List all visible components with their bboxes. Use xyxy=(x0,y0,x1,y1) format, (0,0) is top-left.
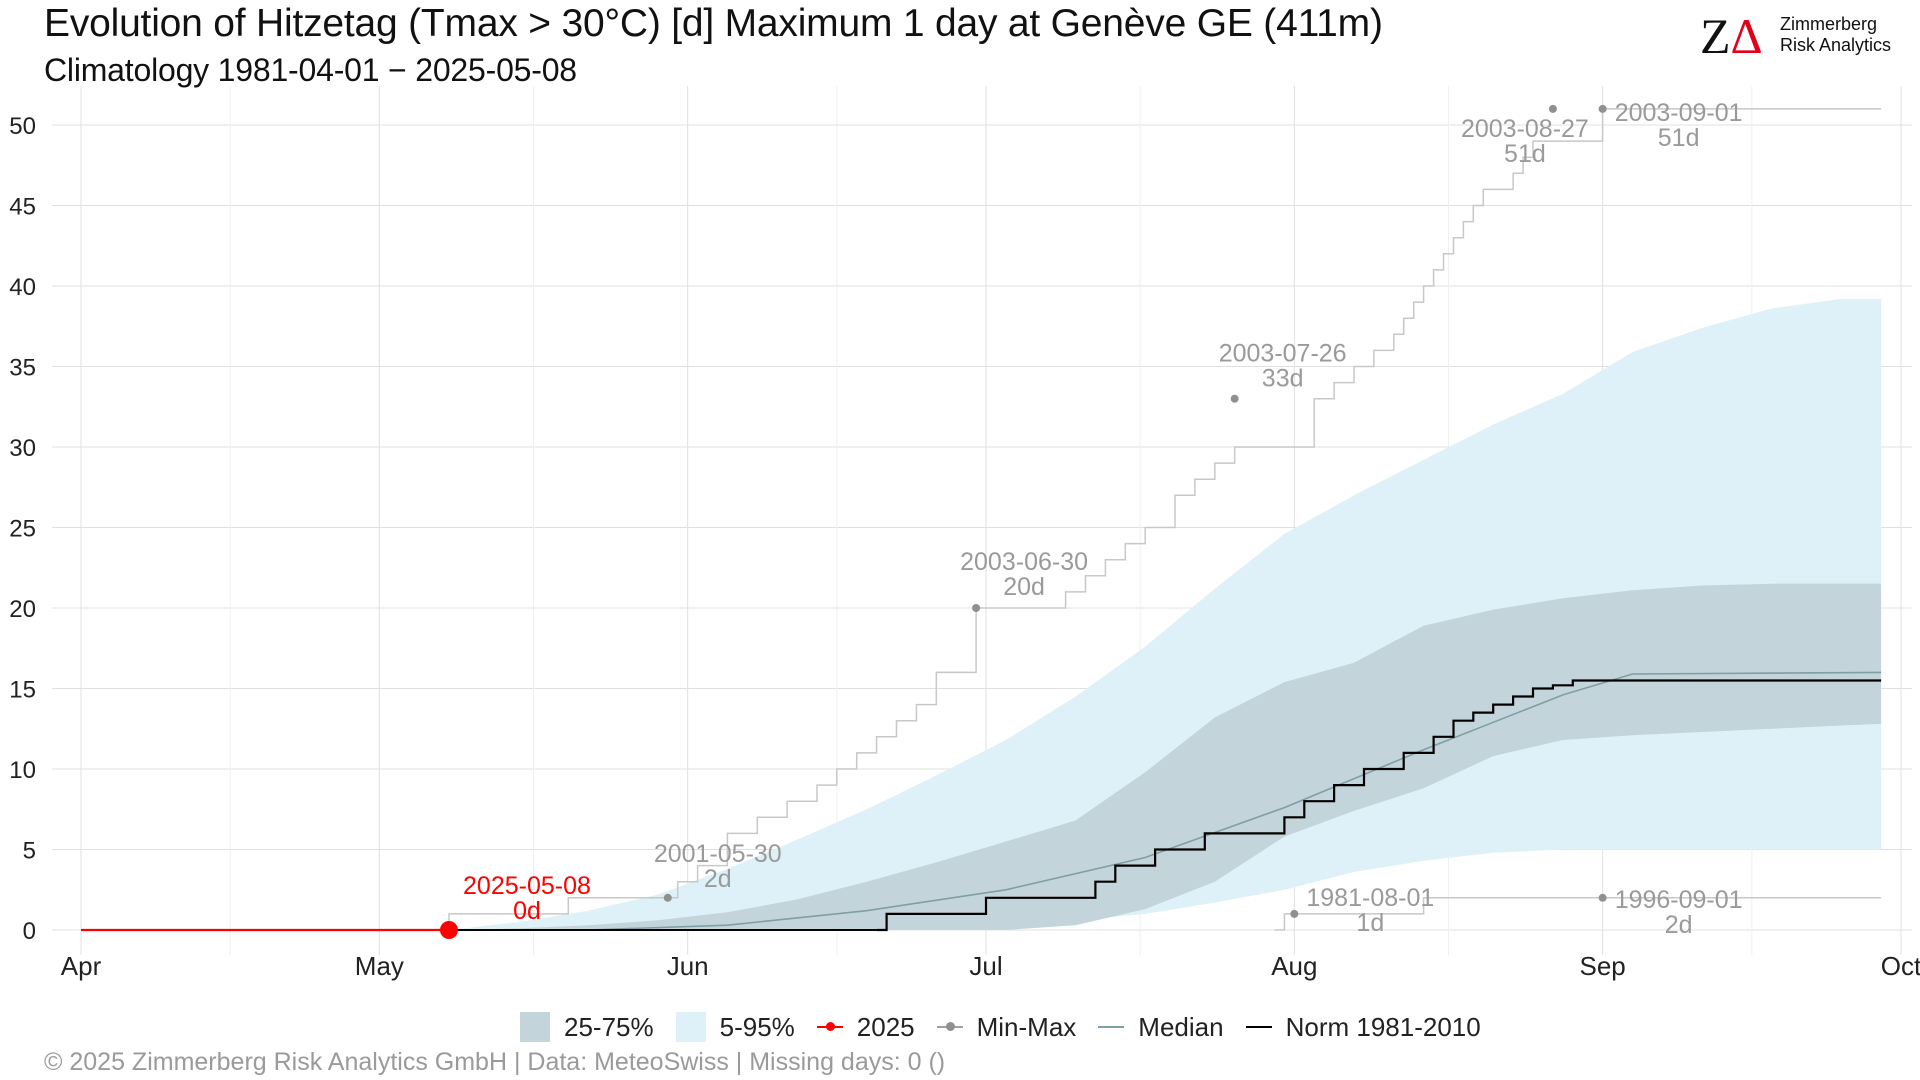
legend-key xyxy=(1098,1012,1125,1042)
annotation-date: 1996-09-01 xyxy=(1615,886,1743,914)
y-tick-label: 50 xyxy=(9,113,36,140)
annotation-value: 51d xyxy=(1504,140,1546,168)
y-tick-label: 5 xyxy=(23,838,36,865)
annotation-value: 2d xyxy=(704,865,732,893)
band-5-95 xyxy=(449,298,1882,930)
x-tick-label: Sep xyxy=(1580,951,1626,981)
y-tick-label: 45 xyxy=(9,194,36,221)
annotation-value: 51d xyxy=(1658,124,1700,152)
annotation-point xyxy=(1548,104,1557,113)
chart-svg: 0 5 10 15 20 25 30 35 40 45 50 Apr May Jun Jul Aug Sep Oc… xyxy=(9,86,1920,981)
x-tick-label: Apr xyxy=(61,951,102,981)
y-tick-label: 0 xyxy=(23,918,36,945)
legend-key xyxy=(675,1012,706,1042)
legend-label: Norm 1981-2010 xyxy=(1285,1011,1481,1042)
x-tick-label: Aug xyxy=(1271,951,1317,981)
annotation-value: 2d xyxy=(1665,911,1693,939)
annotation-value: 33d xyxy=(1262,365,1304,393)
chart-subtitle: Climatology 1981-04-01 − 2025-05-08 xyxy=(44,52,577,88)
annotation-date: 1981-08-01 xyxy=(1306,884,1434,912)
annotation-value: 0d xyxy=(513,897,541,925)
annotation-point xyxy=(663,893,672,902)
logo-line-2: Risk Analytics xyxy=(1780,35,1892,55)
chart-title: Evolution of Hitzetag (Tmax > 30°C) [d] … xyxy=(44,2,1383,45)
legend-item: Median xyxy=(1098,1011,1224,1043)
annotation-date: 2003-08-27 xyxy=(1461,115,1589,143)
annotation-point xyxy=(972,604,981,612)
legend-key xyxy=(520,1012,550,1042)
norm-line xyxy=(876,679,1882,932)
annotation-date: 2003-06-30 xyxy=(960,548,1088,576)
y-tick-label: 30 xyxy=(9,435,36,462)
annotation-value: 1d xyxy=(1356,909,1384,937)
annotation-date: 2001-05-30 xyxy=(654,840,782,868)
company-logo: ZΔ Zimmerberg Risk Analytics xyxy=(1700,10,1900,62)
band-25-75 xyxy=(449,583,1882,930)
y-tick-label: 20 xyxy=(9,596,36,623)
legend-key xyxy=(936,1012,963,1042)
legend-label: 5-95% xyxy=(719,1011,795,1042)
legend-key xyxy=(1245,1012,1272,1042)
min-envelope-line xyxy=(1274,897,1882,931)
annotation-date: 2003-07-26 xyxy=(1219,340,1347,368)
legend-item: 25-75% xyxy=(520,1012,654,1043)
x-tick-label: Jun xyxy=(667,951,709,981)
annotation-value: 20d xyxy=(1003,573,1045,601)
annotation-point xyxy=(1598,104,1607,113)
y-tick-label: 15 xyxy=(9,677,36,704)
x-tick-label: May xyxy=(355,951,404,981)
legend-item: Min-Max xyxy=(936,1011,1077,1043)
legend-label: 25-75% xyxy=(564,1011,654,1042)
x-tick-label: Jul xyxy=(969,951,1002,981)
y-tick-label: 35 xyxy=(9,355,36,382)
y-tick-label: 25 xyxy=(9,516,36,543)
legend-label: Median xyxy=(1138,1011,1224,1042)
y-tick-label: 10 xyxy=(9,757,36,784)
legend-item: 2025 xyxy=(816,1011,915,1043)
logo-line-1: Zimmerberg xyxy=(1780,14,1878,34)
legend-item: Norm 1981-2010 xyxy=(1245,1011,1481,1043)
chart-legend: 25-75% 5-95% 2025 Min-Max Median Norm 1981-20… xyxy=(520,1010,1503,1044)
y-tick-label: 40 xyxy=(9,274,36,301)
annotation-date: 2025-05-08 xyxy=(463,872,591,900)
current-year-point xyxy=(439,921,458,939)
max-envelope-line xyxy=(448,108,1882,930)
legend-label: Min-Max xyxy=(976,1011,1077,1042)
annotation-point xyxy=(1290,909,1299,918)
annotation-date: 2003-09-01 xyxy=(1615,99,1743,127)
logo-text: Zimmerberg Risk Analytics xyxy=(1780,14,1891,56)
annotation-point xyxy=(1598,893,1607,902)
legend-label: 2025 xyxy=(856,1011,915,1042)
footer-credits: © 2025 Zimmerberg Risk Analytics GmbH | … xyxy=(44,1048,946,1076)
logo-mark: ZΔ xyxy=(1700,8,1763,64)
annotation-point xyxy=(1230,394,1239,403)
legend-item: 5-95% xyxy=(675,1011,795,1043)
legend-key xyxy=(816,1012,843,1042)
x-tick-label: Oct xyxy=(1881,951,1920,981)
